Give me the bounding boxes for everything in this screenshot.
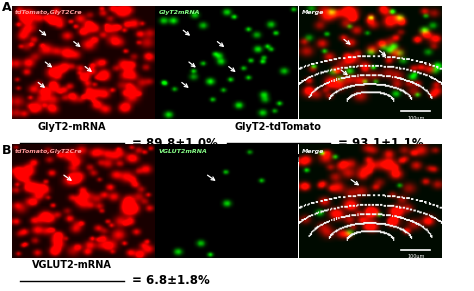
- Text: B: B: [2, 144, 12, 157]
- Text: VGLUT2-mRNA: VGLUT2-mRNA: [32, 260, 112, 269]
- Text: = 93.1±1.1%: = 93.1±1.1%: [338, 136, 424, 150]
- Text: GlyT2-mRNA: GlyT2-mRNA: [38, 122, 106, 132]
- Text: GlyT2mRNA: GlyT2mRNA: [158, 10, 200, 15]
- Text: tdTomato,GlyT2Cre: tdTomato,GlyT2Cre: [15, 10, 82, 15]
- Text: Merge: Merge: [302, 149, 324, 154]
- Text: 100μm: 100μm: [407, 254, 424, 259]
- Text: VGLUT2mRNA: VGLUT2mRNA: [158, 149, 207, 154]
- Text: tdTomato,GlyT2Cre: tdTomato,GlyT2Cre: [15, 149, 82, 154]
- Text: GlyT2-tdTomato: GlyT2-tdTomato: [235, 122, 321, 132]
- Text: Merge: Merge: [302, 10, 324, 15]
- Text: GlyT2-tdTomato: GlyT2-tdTomato: [28, 155, 115, 164]
- Text: = 6.8±1.8%: = 6.8±1.8%: [132, 274, 210, 287]
- Text: GlyT2-mRNA: GlyT2-mRNA: [244, 155, 312, 164]
- Text: = 89.8±1.0%: = 89.8±1.0%: [132, 136, 218, 150]
- Text: 100μm: 100μm: [407, 116, 424, 121]
- Text: A: A: [2, 1, 12, 15]
